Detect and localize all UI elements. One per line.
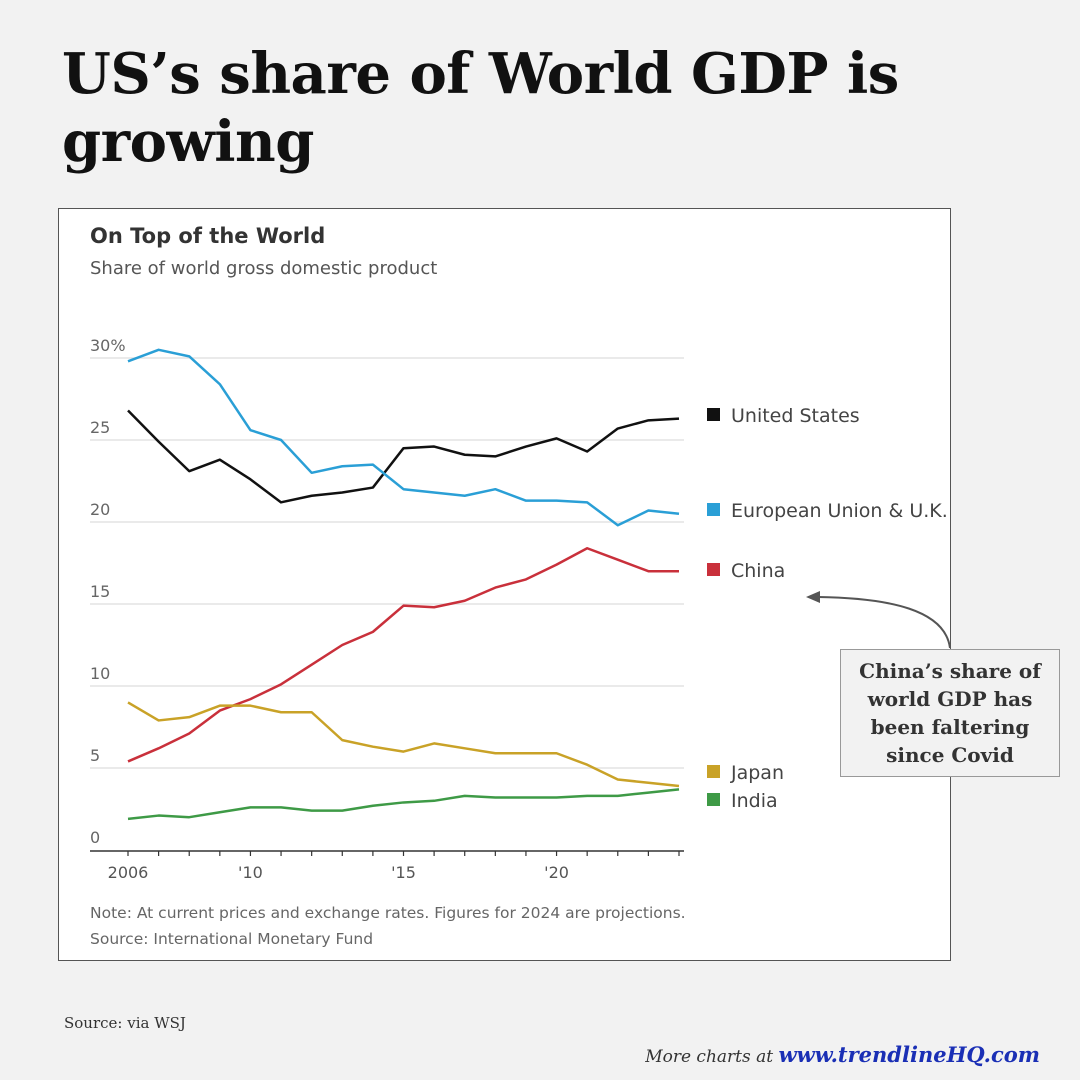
legend-swatch (707, 765, 720, 778)
series-line-united-states (127, 409, 680, 504)
legend-label: India (731, 790, 778, 812)
y-tick-label: 25 (90, 418, 110, 437)
chart-source: Source: International Monetary Fund (90, 930, 374, 948)
x-tick-label: 2006 (108, 863, 149, 882)
chart-title: On Top of the World (90, 224, 326, 248)
series-line-india (127, 788, 680, 821)
footer: More charts at www.trendlineHQ.com (645, 1042, 1040, 1067)
x-tick-label: '10 (238, 863, 263, 882)
legend-swatch (707, 793, 720, 806)
y-tick-label: 30% (90, 336, 126, 355)
arrowhead-icon (806, 591, 820, 603)
footer-prefix: More charts at (645, 1047, 779, 1067)
legend-label: United States (731, 405, 860, 427)
y-tick-label: 0 (90, 828, 100, 847)
series-line-china (127, 546, 679, 763)
x-tick-label: '15 (391, 863, 416, 882)
headline: US’s share of World GDP is growing (62, 41, 899, 175)
legend-swatch (707, 408, 720, 421)
series-line-japan (127, 701, 680, 788)
annotation-box: China’s share of world GDP has been falt… (840, 649, 1060, 777)
y-tick-label: 15 (90, 582, 110, 601)
legend-swatch (707, 503, 720, 516)
source-text: Source: via WSJ (64, 1014, 186, 1032)
legend-label: European Union & U.K. (731, 500, 948, 522)
legend-label: Japan (730, 762, 784, 784)
y-tick-label: 10 (90, 664, 110, 683)
legend-swatch (707, 563, 720, 576)
chart-subtitle: Share of world gross domestic product (90, 258, 438, 279)
legend-label: China (731, 560, 785, 582)
chart-note: Note: At current prices and exchange rat… (90, 904, 686, 922)
x-tick-label: '20 (544, 863, 569, 882)
y-tick-label: 5 (90, 746, 100, 765)
y-tick-label: 20 (90, 500, 110, 519)
footer-link[interactable]: www.trendlineHQ.com (778, 1042, 1040, 1067)
series-line-european-union-u-k- (127, 348, 680, 527)
annotation-arrow (817, 596, 951, 649)
